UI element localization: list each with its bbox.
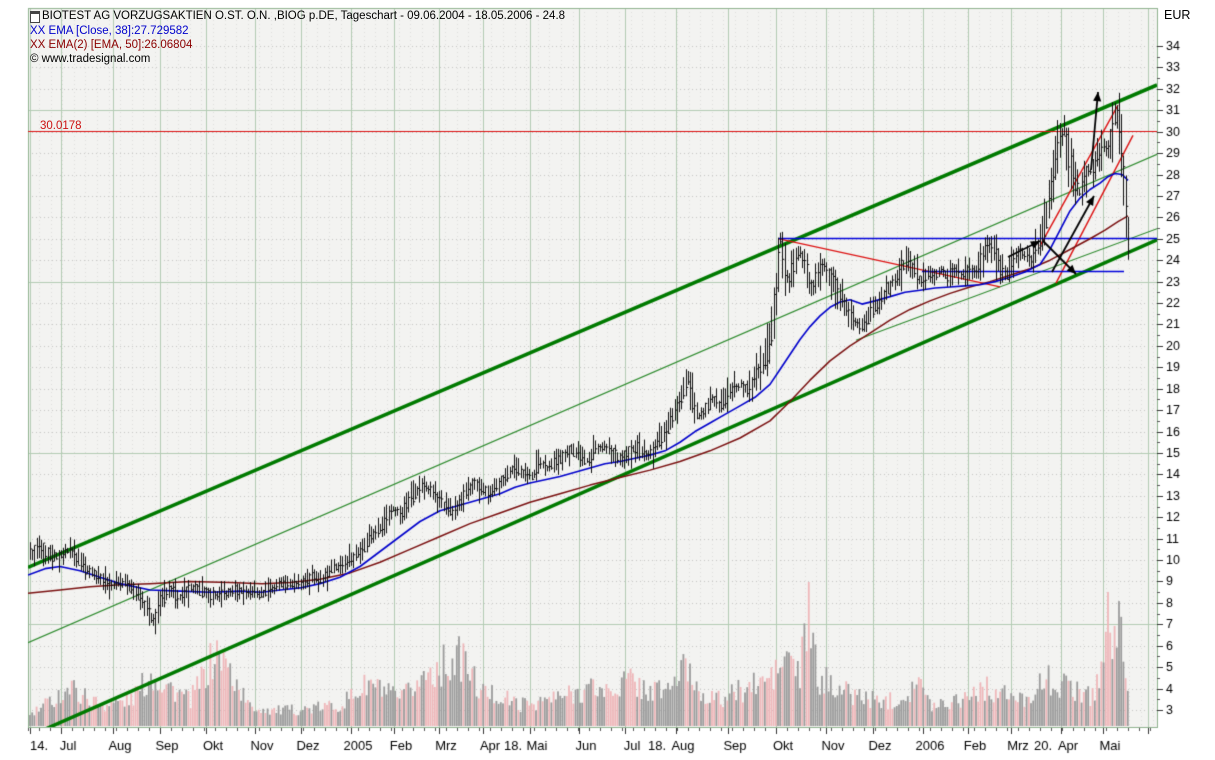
ema-fast-legend: XX EMA [Close, 38]:27.729582 xyxy=(30,25,189,37)
currency-axis-label: EUR xyxy=(1164,8,1191,22)
chart-title: BIOTEST AG VORZUGSAKTIEN O.ST. O.N. ,BIO… xyxy=(42,10,566,22)
ema-slow-legend: XX EMA(2) [EMA, 50]:26.06804 xyxy=(30,39,193,51)
window-icon xyxy=(30,11,40,23)
copyright-label: © www.tradesignal.com xyxy=(30,53,151,65)
resistance-price-label: 30.0178 xyxy=(40,120,82,132)
